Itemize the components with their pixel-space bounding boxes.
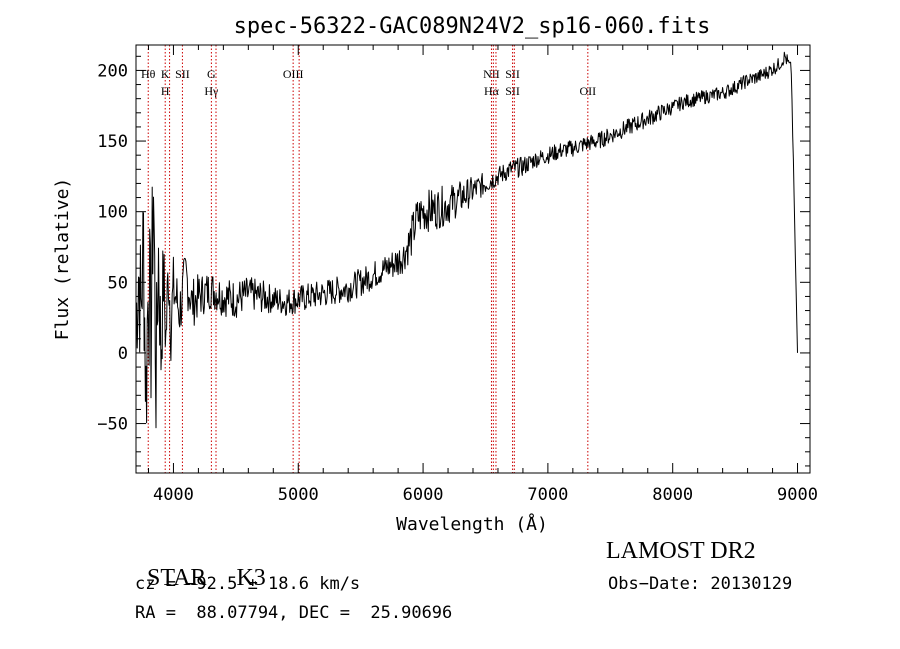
y-tick-label: −50	[97, 415, 128, 435]
spectrum-series	[135, 51, 798, 429]
y-tick-label: 50	[108, 273, 128, 293]
x-tick-label: 5000	[278, 485, 319, 505]
chart-title: spec-56322-GAC089N24V2_sp16-060.fits	[234, 14, 711, 39]
x-tick-label: 7000	[527, 485, 568, 505]
line-label-top-1: K	[161, 67, 170, 81]
y-tick-label: 200	[97, 61, 128, 81]
y-tick-label: 0	[118, 344, 128, 364]
axis-ticks: 4000 5000 6000 7000 8000 9000 −50 0 50 100 150 200	[97, 45, 818, 505]
redshift-velocity: cz = −92.5 ± 18.6 km/s	[135, 574, 361, 594]
line-label-top-0: Hθ	[141, 67, 156, 81]
line-label-top-4: G	[207, 67, 216, 81]
coordinates: RA = 88.07794, DEC = 25.90696	[135, 603, 453, 623]
plot-frame	[135, 44, 811, 474]
subclass-label: K3	[236, 565, 266, 591]
y-tick-label: 100	[97, 203, 128, 223]
spectrum-line-0	[135, 51, 798, 429]
x-axis-label: Wavelength (Å)	[396, 513, 548, 535]
line-label-top-11: SII	[505, 67, 520, 81]
x-tick-label: 9000	[777, 485, 818, 505]
object-class: STAR K3	[135, 538, 266, 592]
line-label-bottom-13: OII	[579, 84, 596, 98]
x-tick-label: 4000	[153, 485, 194, 505]
line-label-bottom-4: Hγ	[204, 84, 219, 98]
y-tick-label: 150	[97, 132, 128, 152]
x-tick-label: 8000	[652, 485, 693, 505]
line-label-bottom-1: H	[161, 84, 170, 98]
spectral-line-markers: Hθ KH SII G Hγ OIII NII Hα SII SII OII	[141, 45, 596, 473]
line-label-top-8: NII	[483, 67, 500, 81]
line-label-top-6: OIII	[283, 67, 304, 81]
line-label-bottom-8: Hα	[484, 84, 500, 98]
class-label: STAR	[147, 565, 207, 591]
line-label-bottom-11: SII	[505, 84, 520, 98]
observation-date: Obs−Date: 20130129	[608, 574, 793, 594]
line-label-top-3: SII	[175, 67, 190, 81]
y-axis-label: Flux (relative)	[52, 178, 73, 341]
x-tick-label: 6000	[403, 485, 444, 505]
survey-name: LAMOST DR2	[606, 538, 756, 564]
